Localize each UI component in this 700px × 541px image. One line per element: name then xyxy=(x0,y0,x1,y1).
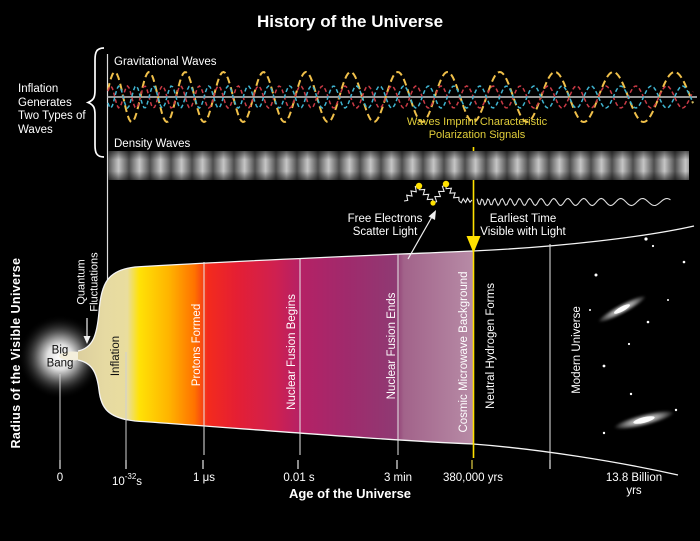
tick-label-0: 0 xyxy=(56,472,64,484)
cone-top-edge xyxy=(77,225,695,352)
cone-bottom-edge xyxy=(77,359,679,476)
electron-scatter-springs xyxy=(403,184,473,204)
cone-label-fusion-ends: Nuclear Fusion Ends xyxy=(385,292,398,400)
y-axis-label: Radius of the Visible Universe xyxy=(8,257,23,449)
free-electrons-arrow xyxy=(407,214,434,260)
cone-label-neutral-hydrogen: Neutral Hydrogen Forms xyxy=(484,283,497,409)
galaxy-2 xyxy=(613,410,675,430)
tick-label-380k-yrs: 380,000 yrs xyxy=(442,472,504,484)
tick-unit: s xyxy=(136,475,143,488)
tick-label-1e-32s: 10-32s xyxy=(112,472,142,488)
gravitational-waves-label: Gravitational Waves xyxy=(114,56,217,68)
quantum-arrowhead xyxy=(83,336,91,344)
cone-label-fusion-begins: Nuclear Fusion Begins xyxy=(285,294,298,410)
density-wave-bar xyxy=(108,151,689,180)
cone-label-protons-formed: Protons Formed xyxy=(190,303,203,387)
galaxy-1 xyxy=(598,295,646,323)
cone-label-inflation: Inflation xyxy=(109,335,122,377)
tick-base: 10 xyxy=(111,475,125,488)
earliest-time-note: Earliest Time Visible with Light xyxy=(480,213,566,238)
page-title: History of the Universe xyxy=(256,12,444,31)
cone-label-cmb: Cosmic Microwave Background xyxy=(457,271,470,433)
electron-dots xyxy=(415,180,450,206)
gravitational-wave-red xyxy=(107,84,694,109)
tick-label-3min: 3 min xyxy=(383,472,413,484)
cone-label-modern-universe: Modern Universe xyxy=(570,306,583,394)
photon-chirp-wave xyxy=(476,197,671,207)
quantum-fluctuations-note: Quantum Fluctuations xyxy=(75,252,101,312)
gravitational-wave-cyan xyxy=(107,85,694,110)
tick-label-1us: 1 μs xyxy=(193,472,215,484)
big-bang-label: Big Bang xyxy=(46,344,74,370)
polarization-note: Waves Imprint Characteristic Polarizatio… xyxy=(406,116,548,141)
x-axis-label: Age of the Universe xyxy=(288,486,412,501)
tick-label-001s: 0.01 s xyxy=(283,472,315,484)
brace xyxy=(85,47,105,158)
cone-fill xyxy=(78,251,473,444)
density-waves-label: Density Waves xyxy=(114,138,191,150)
earliest-time-arrowhead xyxy=(466,236,481,253)
free-electrons-note: Free Electrons Scatter Light xyxy=(347,213,423,238)
tick-exponent: -32 xyxy=(124,472,137,481)
stars xyxy=(589,237,686,435)
free-electrons-arrowhead xyxy=(428,210,436,220)
inflation-intro-note: Inflation Generates Two Types of Waves xyxy=(18,83,86,136)
axis-ticks xyxy=(59,460,551,469)
tick-label-13-8-billion-yrs: 13.8 Billion yrs xyxy=(605,472,663,497)
gravitational-wave-gold xyxy=(107,70,694,124)
